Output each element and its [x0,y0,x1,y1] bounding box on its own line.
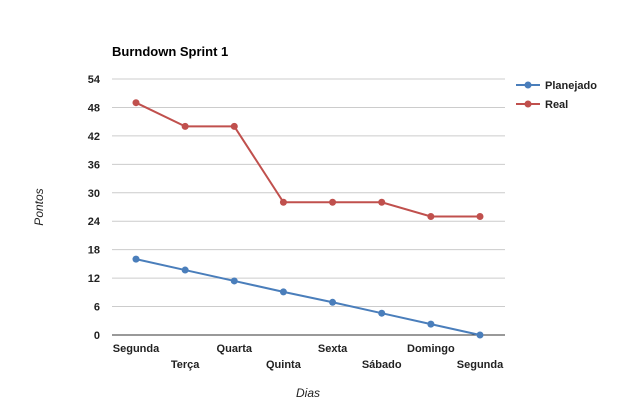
data-point-planejado [476,331,484,339]
data-point-real [378,198,386,206]
legend-label: Real [545,99,568,111]
data-point-real [181,122,189,130]
y-tick-label: 6 [94,302,100,314]
data-point-planejado [427,320,435,328]
x-tick-label: Domingo [407,343,455,355]
chart-title: Burndown Sprint 1 [112,44,228,59]
legend-label: Planejado [545,80,597,92]
x-tick-label: Sexta [318,343,348,355]
data-point-planejado [230,277,238,285]
y-tick-label: 18 [88,245,100,257]
y-tick-label: 54 [88,74,101,86]
y-axis-ticks: 0 6 12 18 24 30 36 42 48 54 [88,74,101,342]
y-tick-label: 42 [88,131,100,143]
y-tick-label: 24 [88,216,101,228]
data-point-real [476,212,484,220]
y-axis-title: Pontos [32,188,46,225]
legend-swatch-marker [524,81,532,89]
y-tick-label: 30 [88,188,100,200]
series-lines [132,99,484,339]
x-tick-label: Sábado [362,359,402,371]
x-tick-label: Quinta [266,359,302,371]
gridlines [112,78,505,336]
data-point-planejado [279,288,287,296]
data-point-real [427,212,435,220]
series-line-real [135,101,480,218]
series-line-planejado [135,258,481,336]
data-point-real [279,198,287,206]
y-tick-label: 0 [94,330,100,342]
y-tick-label: 12 [88,273,100,285]
x-tick-label: Segunda [457,359,504,371]
y-tick-label: 48 [88,102,100,114]
x-tick-label: Quarta [217,343,253,355]
data-point-planejado [181,266,189,274]
x-axis-title: Dias [296,386,320,400]
legend: Planejado Real [516,80,597,111]
legend-swatch-marker [524,100,532,108]
x-tick-label: Segunda [113,343,160,355]
data-point-planejado [329,298,337,306]
x-tick-label: Terça [171,359,200,371]
x-axis-ticks: Segunda Terça Quarta Quinta Sexta Sábado Domin… [113,343,504,371]
data-point-planejado [132,255,140,263]
data-point-real [132,99,140,107]
data-point-real [230,122,238,130]
data-point-real [329,198,337,206]
y-tick-label: 36 [88,159,100,171]
data-point-planejado [378,309,386,317]
